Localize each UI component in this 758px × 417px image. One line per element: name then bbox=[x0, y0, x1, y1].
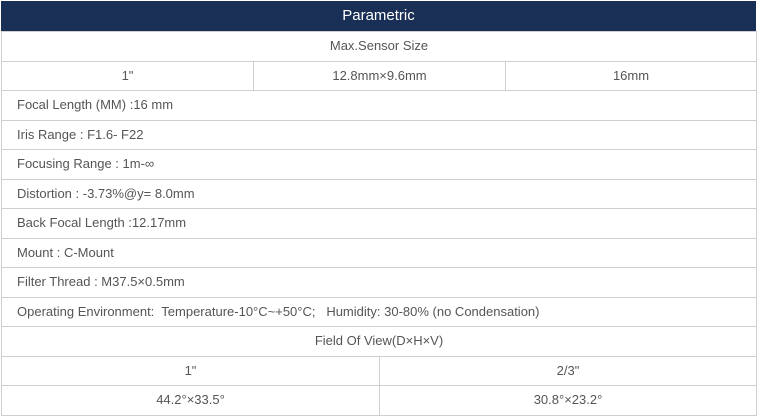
spec-row: Back Focal Length :12.17mm bbox=[0, 208, 758, 239]
sensor-dimensions: 12.8mm×9.6mm bbox=[253, 60, 506, 91]
fov-value: 30.8°×23.2° bbox=[378, 385, 758, 416]
sensor-format: 1" bbox=[1, 60, 254, 91]
spec-row: Focusing Range : 1m-∞ bbox=[0, 149, 758, 180]
spec-row: Mount : C-Mount bbox=[0, 237, 758, 268]
sensor-heading: Max.Sensor Size bbox=[0, 31, 758, 62]
fov-size: 1" bbox=[1, 355, 380, 386]
spec-row: Iris Range : F1.6- F22 bbox=[0, 119, 758, 150]
spec-row: Focal Length (MM) :16 mm bbox=[0, 90, 758, 121]
sensor-diagonal: 16mm bbox=[504, 60, 758, 91]
fov-heading: Field Of View(D×H×V) bbox=[0, 326, 758, 357]
fov-value: 44.2°×33.5° bbox=[1, 385, 380, 416]
spec-row: Filter Thread : M37.5×0.5mm bbox=[0, 267, 758, 298]
spec-row: Distortion : -3.73%@y= 8.0mm bbox=[0, 178, 758, 209]
spec-row: Operating Environment: Temperature-10°C~… bbox=[0, 296, 758, 327]
table-title: Parametric bbox=[1, 1, 756, 31]
fov-size: 2/3" bbox=[378, 355, 758, 386]
